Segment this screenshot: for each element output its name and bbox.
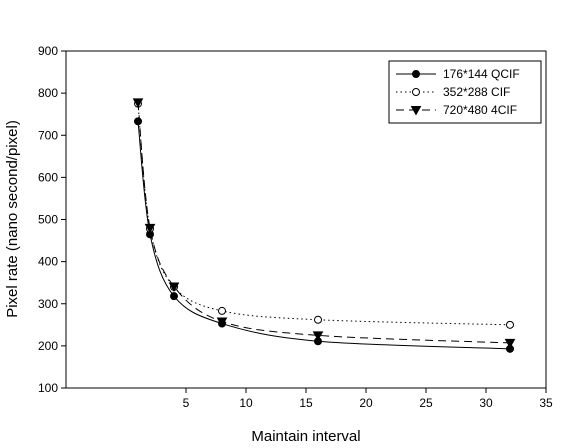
legend-label: 720*480 4CIF: [443, 103, 517, 117]
x-tick-label: 20: [359, 396, 373, 410]
x-tick-label: 35: [539, 396, 553, 410]
data-point: [312, 331, 324, 341]
x-tick-label: 30: [479, 396, 493, 410]
x-tick-label: 10: [239, 396, 253, 410]
data-point: [218, 306, 226, 315]
series-layer: [132, 98, 516, 353]
x-tick-label: 25: [419, 396, 433, 410]
legend: 176*144 QCIF 352*288 CIF 720*480 4CIF: [388, 60, 542, 124]
y-tick-label: 100: [38, 381, 58, 395]
legend-marker: [410, 106, 422, 116]
y-tick-label: 900: [38, 44, 58, 58]
data-point: [506, 320, 514, 329]
x-axis-label: Maintain interval: [251, 428, 360, 445]
x-tick-label: 15: [299, 396, 313, 410]
y-tick-label: 500: [38, 213, 58, 227]
data-point: [504, 338, 516, 349]
y-tick-label: 400: [38, 255, 58, 269]
data-point: [132, 98, 144, 108]
data-point: [144, 223, 156, 234]
axes: 100 200 300 400 500 600 700 800 900 5 10 15 20 25 30 35: [38, 44, 553, 410]
series-line: [137, 121, 511, 350]
data-point: [170, 292, 178, 301]
data-point: [216, 317, 228, 327]
series-line: [137, 102, 511, 344]
y-tick-label: 600: [38, 170, 58, 184]
data-point: [314, 315, 322, 324]
series-1: [134, 117, 514, 353]
data-point: [168, 282, 180, 292]
legend-marker: [412, 88, 420, 96]
x-tick-label: 5: [183, 396, 190, 410]
y-tick-label: 700: [38, 128, 58, 142]
y-tick-label: 800: [38, 86, 58, 100]
legend-label: 352*288 CIF: [443, 85, 510, 99]
series-3: [132, 98, 516, 349]
series-line: [137, 103, 511, 326]
y-tick-label: 300: [38, 297, 58, 311]
y-tick-label: 200: [38, 339, 58, 353]
series-2: [134, 99, 514, 329]
data-point: [134, 117, 142, 126]
legend-marker: [412, 70, 420, 78]
y-axis-label: Pixel rate (nano second/pixel): [4, 120, 21, 318]
legend-label: 176*144 QCIF: [443, 67, 520, 81]
